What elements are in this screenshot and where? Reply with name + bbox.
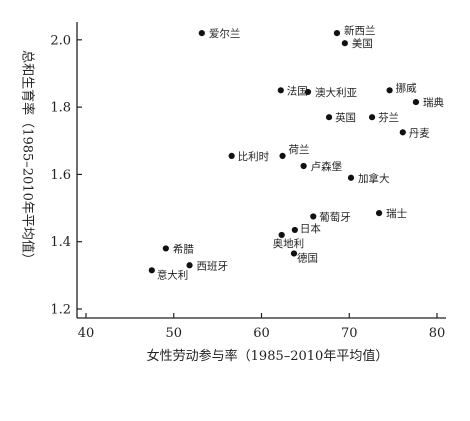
x-ticks: 40 50 60 70 80 xyxy=(78,313,446,341)
data-point: 日本 xyxy=(291,222,321,235)
point-label: 奥地利 xyxy=(273,237,305,250)
point-marker xyxy=(333,29,341,37)
data-point: 意大利 xyxy=(148,267,189,281)
point-marker xyxy=(278,231,285,239)
data-point: 比利时 xyxy=(228,150,270,163)
point-label: 澳大利亚 xyxy=(315,86,357,99)
point-marker xyxy=(148,267,155,274)
data-point: 卢森堡 xyxy=(300,160,343,173)
x-tick-label: 40 xyxy=(78,326,95,341)
point-label: 瑞典 xyxy=(423,96,444,109)
point-label: 挪威 xyxy=(396,81,417,94)
data-point: 澳大利亚 xyxy=(304,86,358,99)
point-marker xyxy=(341,40,348,47)
data-point: 瑞典 xyxy=(412,96,444,109)
point-marker xyxy=(304,88,312,96)
data-point: 希腊 xyxy=(162,242,194,255)
data-point: 美国 xyxy=(341,37,373,50)
point-label: 比利时 xyxy=(238,150,270,163)
data-point: 芬兰 xyxy=(368,111,399,124)
point-marker xyxy=(300,162,307,170)
data-point: 西班牙 xyxy=(186,260,228,272)
y-tick-label: 1.6 xyxy=(50,168,71,183)
point-marker xyxy=(162,245,169,252)
point-label: 丹麦 xyxy=(409,127,430,139)
point-label: 英国 xyxy=(335,111,356,124)
point-label: 希腊 xyxy=(173,242,194,255)
point-label: 法国 xyxy=(287,84,308,97)
point-label: 西班牙 xyxy=(197,260,229,272)
point-label: 瑞士 xyxy=(386,207,407,220)
data-point: 爱尔兰 xyxy=(198,27,241,40)
point-marker xyxy=(310,213,317,220)
point-label: 葡萄牙 xyxy=(319,210,351,223)
point-label: 爱尔兰 xyxy=(209,27,241,40)
data-point: 瑞士 xyxy=(375,207,407,220)
data-point: 德国 xyxy=(290,250,318,264)
y-tick-label: 2.0 xyxy=(50,33,71,48)
point-label: 卢森堡 xyxy=(311,160,343,173)
data-point: 英国 xyxy=(325,111,356,124)
point-marker xyxy=(368,114,376,121)
point-label: 意大利 xyxy=(157,268,189,281)
data-point: 荷兰 xyxy=(279,143,310,160)
point-marker xyxy=(291,226,298,234)
point-label: 芬兰 xyxy=(378,111,399,124)
x-tick-label: 60 xyxy=(253,326,270,341)
point-marker xyxy=(186,262,193,269)
point-marker xyxy=(386,87,393,94)
data-point: 丹麦 xyxy=(399,127,430,139)
point-marker xyxy=(347,174,355,181)
point-marker xyxy=(228,152,235,160)
point-marker xyxy=(325,114,333,121)
data-point: 新西兰 xyxy=(333,24,376,37)
data-point: 法国 xyxy=(277,84,308,97)
point-label: 美国 xyxy=(352,37,373,50)
point-label: 荷兰 xyxy=(289,143,310,156)
x-tick-label: 70 xyxy=(341,326,358,341)
data-point: 挪威 xyxy=(386,81,417,94)
point-marker xyxy=(277,87,284,94)
point-marker xyxy=(399,129,406,136)
point-marker xyxy=(279,152,286,160)
data-point: 葡萄牙 xyxy=(310,210,351,223)
y-axis-title: 总和生育率（1985–2010年平均值） xyxy=(20,50,36,266)
point-marker xyxy=(412,98,420,106)
point-marker xyxy=(198,29,205,37)
y-tick-label: 1.2 xyxy=(50,303,71,318)
point-label: 德国 xyxy=(297,251,318,264)
point-marker xyxy=(375,210,383,217)
point-label: 日本 xyxy=(300,222,321,235)
point-label: 新西兰 xyxy=(344,24,376,37)
point-marker xyxy=(290,250,298,257)
y-tick-label: 1.8 xyxy=(50,101,71,116)
x-tick-label: 50 xyxy=(165,326,182,341)
point-label: 加拿大 xyxy=(358,172,390,185)
y-tick-label: 1.4 xyxy=(50,235,71,250)
x-tick-label: 80 xyxy=(429,326,446,341)
y-ticks: 1.2 1.4 1.6 1.8 2.0 xyxy=(50,33,82,318)
data-point: 奥地利 xyxy=(273,231,305,250)
axes xyxy=(76,22,446,319)
x-axis-title: 女性劳动参与率（1985–2010年平均值） xyxy=(147,348,389,364)
data-point: 加拿大 xyxy=(347,172,390,185)
